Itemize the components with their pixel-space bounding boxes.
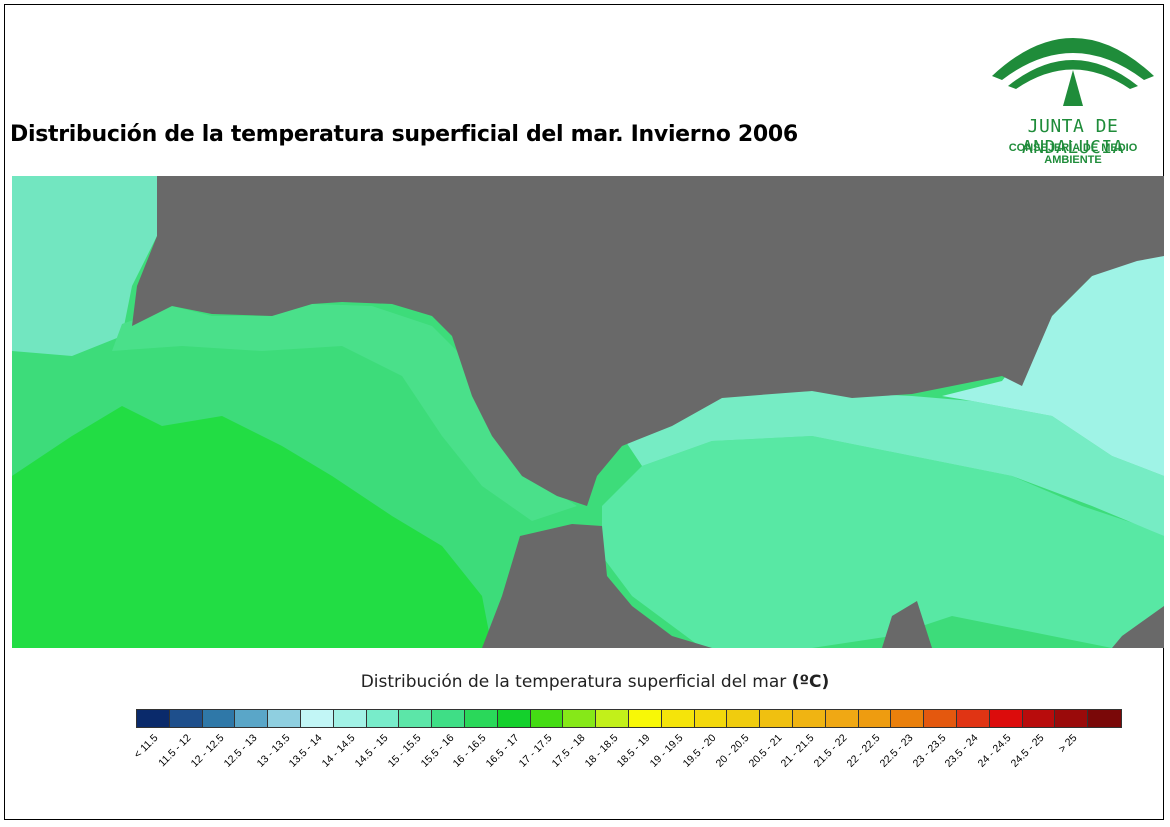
legend-swatch bbox=[1088, 710, 1121, 727]
east-coast-cool bbox=[942, 256, 1164, 476]
logo-subtitle: CONSEJERÍA DE MEDIO AMBIENTE bbox=[1008, 142, 1138, 166]
legend-tick-label: 13 - 13.5 bbox=[254, 732, 293, 770]
legend-title: Distribución de la temperatura superfici… bbox=[0, 672, 1170, 692]
legend-swatch bbox=[628, 710, 662, 727]
legend-tick-label: 21 - 21.5 bbox=[779, 732, 817, 770]
legend-swatch bbox=[432, 710, 465, 727]
land-africa-east bbox=[882, 601, 932, 648]
legend-tick-label: 14.5 - 15 bbox=[352, 732, 391, 770]
legend-swatch bbox=[235, 710, 269, 727]
legend-swatch bbox=[1022, 710, 1056, 727]
legend-tick-label: 15 - 15.5 bbox=[385, 732, 424, 770]
legend-tick-label: 23 - 23.5 bbox=[910, 732, 949, 770]
arches-emblem-icon bbox=[992, 38, 1154, 106]
institution-logo: JUNTA DE ANDALUCIA CONSEJERÍA DE MEDIO A… bbox=[982, 18, 1164, 166]
land-africa-far-east bbox=[1112, 606, 1164, 648]
legend-swatch bbox=[858, 710, 892, 727]
alboran-west bbox=[602, 436, 1164, 648]
legend-swatch bbox=[989, 710, 1023, 727]
legend-swatch bbox=[727, 710, 761, 727]
legend-swatch bbox=[137, 710, 170, 727]
legend-swatch bbox=[497, 710, 531, 727]
legend-swatch bbox=[169, 710, 203, 727]
legend-swatch bbox=[202, 710, 236, 727]
legend-swatch bbox=[924, 710, 957, 727]
legend-swatch bbox=[661, 710, 695, 727]
legend-swatch bbox=[333, 710, 367, 727]
legend-unit: (ºC) bbox=[791, 672, 830, 692]
legend-tick-label: 21.5 - 22 bbox=[811, 732, 850, 770]
legend-swatch bbox=[596, 710, 629, 727]
legend-tick-label: 13.5 - 14 bbox=[287, 732, 325, 770]
legend-swatch bbox=[300, 710, 334, 727]
legend-tick-labels: < 11.5 11.5 - 12 12 - 12.5 12.5 - 13 13 - 13… bbox=[132, 732, 1096, 792]
legend-swatch bbox=[956, 710, 990, 727]
land-africa bbox=[482, 524, 712, 648]
land-iberia bbox=[132, 176, 1164, 506]
legend-tick-label: 18.5 - 19 bbox=[615, 732, 653, 770]
legend-tick-label: 24 - 24.5 bbox=[975, 732, 1014, 770]
legend-tick-label: 22 - 22.5 bbox=[844, 732, 883, 770]
legend-swatch bbox=[399, 710, 433, 727]
legend-color-bar bbox=[136, 709, 1122, 728]
legend-tick-label: > 25 bbox=[1056, 732, 1080, 756]
legend-tick-label: 15.5 - 16 bbox=[418, 732, 457, 770]
legend-tick-label: 16 - 16.5 bbox=[451, 732, 489, 770]
legend-tick-label: 17 - 17.5 bbox=[516, 732, 555, 770]
legend-tick-label: 23.5 - 24 bbox=[943, 732, 981, 770]
legend-tick-label: 16.5 - 17 bbox=[483, 732, 522, 770]
legend-swatch bbox=[1055, 710, 1089, 727]
legend-tick-label: 22.5 - 23 bbox=[877, 732, 916, 770]
legend-swatch bbox=[891, 710, 925, 727]
legend-swatch bbox=[530, 710, 564, 727]
legend-swatch bbox=[464, 710, 498, 727]
legend-swatch bbox=[268, 710, 301, 727]
legend-swatch bbox=[366, 710, 400, 727]
legend-swatch bbox=[563, 710, 597, 727]
legend-swatch bbox=[760, 710, 793, 727]
west-warm-core bbox=[12, 406, 492, 648]
legend-swatch bbox=[825, 710, 859, 727]
logo-name: JUNTA DE ANDALUCIA bbox=[1021, 116, 1125, 158]
bay-outer-water bbox=[12, 176, 157, 356]
legend-tick-label: 11.5 - 12 bbox=[156, 732, 194, 770]
legend-tick-label: 12 - 12.5 bbox=[188, 732, 227, 770]
legend-tick-label: 19.5 - 20 bbox=[680, 732, 719, 770]
legend-swatch bbox=[694, 710, 728, 727]
legend-tick-label: 14 - 14.5 bbox=[319, 732, 358, 770]
legend-tick-label: 20 - 20.5 bbox=[713, 732, 752, 770]
legend-tick-label: 24.5 - 25 bbox=[1008, 732, 1047, 770]
legend-tick-label: 17.5 - 18 bbox=[549, 732, 588, 770]
legend-tick-label: 12.5 - 13 bbox=[221, 732, 260, 770]
legend-swatch bbox=[792, 710, 826, 727]
map-title: Distribución de la temperatura superfici… bbox=[10, 122, 798, 147]
legend-tick-label: < 11.5 bbox=[132, 732, 161, 761]
legend-title-text: Distribución de la temperatura superfici… bbox=[360, 672, 787, 692]
legend-tick-label: 20.5 - 21 bbox=[746, 732, 785, 770]
sst-map bbox=[12, 176, 1164, 648]
legend-tick-label: 19 - 19.5 bbox=[647, 732, 686, 770]
alboran-mid bbox=[622, 391, 1164, 536]
legend-tick-label: 18 - 18.5 bbox=[582, 732, 621, 770]
